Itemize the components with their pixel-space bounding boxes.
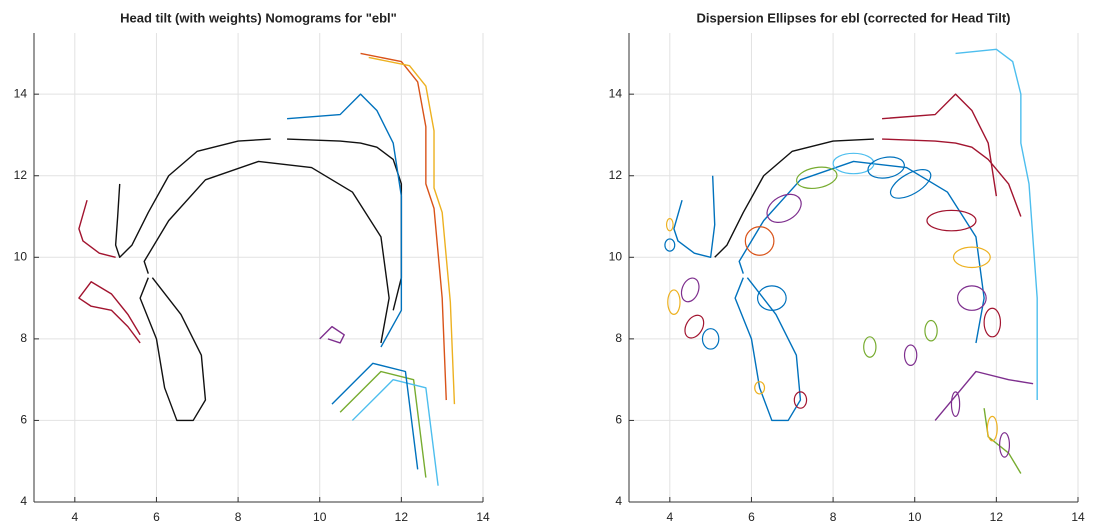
dispersion-ellipse xyxy=(701,328,720,350)
dispersion-ellipse xyxy=(950,391,961,417)
contour-line xyxy=(143,160,390,344)
chart-title: Head tilt (with weights) Nomograms for "… xyxy=(120,10,397,25)
contour-line xyxy=(983,408,1022,474)
contour-line xyxy=(955,48,1038,401)
y-tick-label: 10 xyxy=(609,249,623,263)
dispersion-ellipse xyxy=(924,319,938,342)
contour-line xyxy=(287,93,403,348)
dispersion-ellipse xyxy=(867,156,905,179)
contour-line xyxy=(78,200,116,258)
dispersion-ellipse xyxy=(889,169,932,199)
dispersion-ellipse xyxy=(793,391,808,409)
y-tick-label: 14 xyxy=(609,86,623,100)
x-tick-label: 14 xyxy=(1071,510,1085,524)
contour-line xyxy=(351,378,439,486)
dispersion-ellipse xyxy=(956,285,987,311)
dispersion-ellipse xyxy=(952,246,991,269)
dispersion-ellipse xyxy=(756,285,787,311)
dispersion-ellipse xyxy=(754,381,766,395)
y-tick-label: 14 xyxy=(14,86,28,100)
chart-title: Dispersion Ellipses for ebl (corrected f… xyxy=(697,10,1011,25)
x-tick-label: 6 xyxy=(748,510,755,524)
dispersion-ellipse xyxy=(665,217,674,232)
contour-line xyxy=(78,281,141,344)
contour-line xyxy=(139,277,207,422)
dispersion-ellipse xyxy=(832,152,875,175)
y-tick-label: 10 xyxy=(14,249,28,263)
dispersion-ellipse xyxy=(986,415,998,442)
y-tick-label: 6 xyxy=(20,413,27,427)
dispersion-ellipse xyxy=(926,209,977,232)
dispersion-ellipse xyxy=(795,166,838,190)
y-tick-label: 6 xyxy=(615,413,622,427)
contour-line xyxy=(738,160,985,344)
contour-line xyxy=(319,325,345,344)
contour-line xyxy=(339,370,427,478)
y-tick-label: 12 xyxy=(609,168,623,182)
dispersion-ellipse xyxy=(744,226,775,256)
x-tick-label: 12 xyxy=(395,510,409,524)
dispersion-ellipse xyxy=(903,344,918,366)
x-tick-label: 10 xyxy=(313,510,327,524)
x-tick-label: 4 xyxy=(71,510,78,524)
dispersion-ellipse xyxy=(863,336,877,358)
dispersion-ellipse xyxy=(667,289,681,316)
plot-area xyxy=(629,33,1078,502)
plot-area xyxy=(34,33,483,502)
y-tick-label: 8 xyxy=(20,331,27,345)
contour-line xyxy=(331,362,419,470)
dispersion-ellipse xyxy=(684,314,705,339)
contour-line xyxy=(368,56,456,405)
x-tick-label: 14 xyxy=(476,510,490,524)
x-tick-label: 4 xyxy=(666,510,673,524)
dispersion-ellipse xyxy=(680,277,700,303)
contour-line xyxy=(882,93,998,197)
contour-line xyxy=(714,138,874,258)
x-tick-label: 10 xyxy=(908,510,922,524)
contour-line xyxy=(882,138,1022,217)
dispersion-ellipse xyxy=(999,432,1011,458)
y-tick-label: 12 xyxy=(14,168,28,182)
contour-line xyxy=(114,138,271,259)
x-tick-label: 8 xyxy=(235,510,242,524)
y-tick-label: 4 xyxy=(20,494,27,508)
contour-line xyxy=(673,175,716,259)
x-tick-label: 6 xyxy=(153,510,160,524)
contour-line xyxy=(734,277,802,422)
x-tick-label: 12 xyxy=(990,510,1004,524)
x-tick-label: 8 xyxy=(830,510,837,524)
y-tick-label: 4 xyxy=(615,494,622,508)
y-tick-label: 8 xyxy=(615,331,622,345)
contour-line xyxy=(934,370,1034,421)
dispersion-ellipse xyxy=(766,193,802,223)
dispersion-ellipse xyxy=(664,238,676,252)
dispersion-ellipse xyxy=(983,307,1002,338)
